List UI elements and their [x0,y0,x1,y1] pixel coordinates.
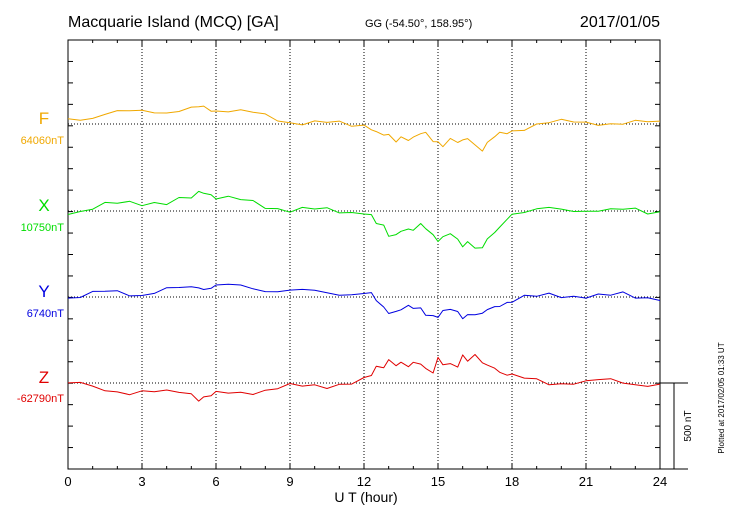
series-name-y: Y [38,282,49,301]
vertical-gridlines [141,40,587,469]
axis-ticks [67,40,661,469]
plot-frame [67,39,661,470]
series-lines [67,105,661,402]
x-tick-label-0: 0 [64,474,71,489]
series-name-z: Z [39,368,49,387]
x-axis-label: U T (hour) [334,489,397,505]
series-name-x: X [38,196,49,215]
x-tick-labels: 0 3 6 9 12 15 18 21 24 [64,474,667,489]
x-tick-label-6: 6 [212,474,219,489]
x-tick-label-18: 18 [505,474,519,489]
date-label: 2017/01/05 [580,14,660,31]
baseline-value-y: 6740nT [27,308,65,320]
scale-bar-label: 500 nT [683,410,694,441]
baseline-value-f: 64060nT [21,135,65,147]
series-line-y [67,283,661,320]
component-labels: F 64060nT X 10750nT Y 6740nT Z -62790nT [17,109,64,405]
x-tick-label-3: 3 [138,474,145,489]
baseline-value-z: -62790nT [17,393,64,405]
scale-bar: 500 nT [660,382,694,470]
series-line-x [67,190,661,249]
series-line-f [67,105,661,152]
plotted-note: Plotted at 2017/02/05 01:33 UT [717,342,726,453]
series-line-z [67,354,661,402]
x-tick-label-24: 24 [653,474,667,489]
baseline-value-x: 10750nT [21,222,65,234]
coordinates-label: GG (-54.50°, 158.95°) [365,18,472,30]
x-tick-label-15: 15 [431,474,445,489]
x-tick-label-12: 12 [357,474,371,489]
x-tick-label-21: 21 [579,474,593,489]
x-tick-label-9: 9 [286,474,293,489]
chart-title: Macquarie Island (MCQ) [GA] [68,14,279,31]
series-name-f: F [39,109,49,128]
